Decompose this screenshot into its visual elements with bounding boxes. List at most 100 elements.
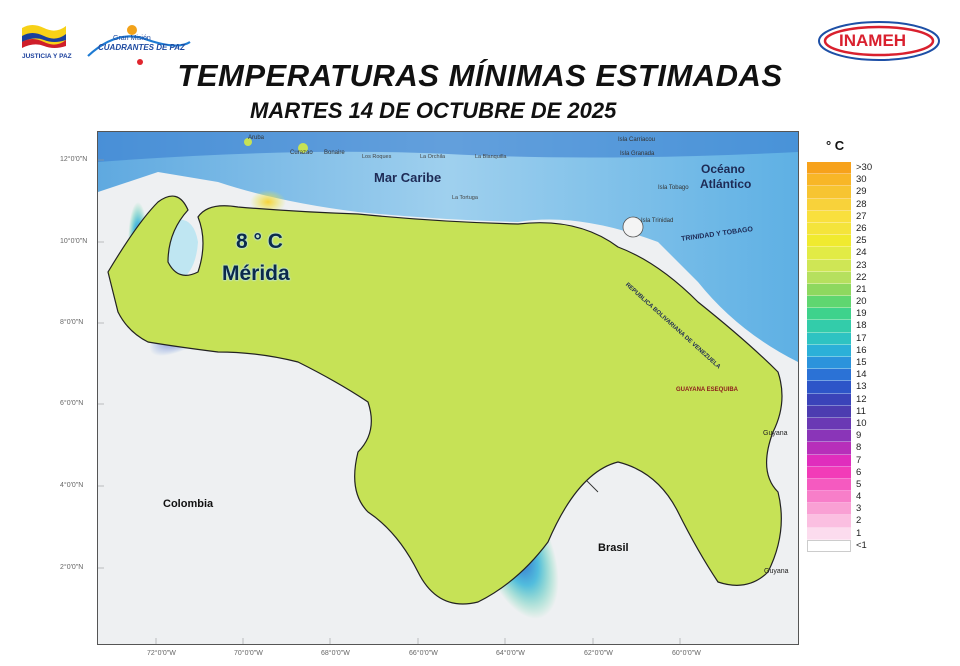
lon-label-60: 60°0'0"W xyxy=(672,650,701,657)
legend-swatch xyxy=(807,539,851,552)
label-la-tortuga: La Tortuga xyxy=(452,195,478,201)
legend-label: 19 xyxy=(856,308,867,320)
inameh-logo: INAMEH xyxy=(815,18,943,64)
label-atlantico: Atlántico xyxy=(700,177,752,191)
legend-swatch xyxy=(807,186,851,199)
legend-swatch xyxy=(807,332,851,345)
label-bonaire: Bonaire xyxy=(324,150,345,156)
legend-label: 24 xyxy=(856,247,867,259)
temperature-map: Mar Caribe Océano Atlántico Colombia Bra… xyxy=(97,131,799,645)
legend-swatch xyxy=(807,162,851,175)
legend-swatch xyxy=(807,296,851,309)
legend-swatch xyxy=(807,381,851,394)
lon-label-62: 62°0'0"W xyxy=(584,650,613,657)
lat-label-10: 10°0'0"N xyxy=(60,238,88,245)
legend-swatch xyxy=(807,222,851,236)
label-colombia: Colombia xyxy=(163,498,214,510)
legend-swatch xyxy=(807,271,851,284)
legend-label: 17 xyxy=(856,332,867,344)
flag-logo xyxy=(22,25,66,48)
highlight-temperature: 8 ° C xyxy=(236,230,283,253)
mission-line2: CUADRANTES DE PAZ xyxy=(98,43,185,52)
page-title: TEMPERATURAS MÍNIMAS ESTIMADAS xyxy=(177,58,783,93)
inameh-wordmark: INAMEH xyxy=(839,31,907,50)
lat-label-12: 12°0'0"N xyxy=(60,156,88,163)
label-brasil: Brasil xyxy=(598,542,629,554)
label-tobago: Isla Tobago xyxy=(658,185,689,191)
label-mar-caribe: Mar Caribe xyxy=(374,170,442,185)
legend-swatch xyxy=(807,466,851,479)
legend-label: 1 xyxy=(856,527,862,539)
legend-labels: >30 30 29 28 27 26 25 24 23 22 21 20 19 18 17 16 15 14 13 1… xyxy=(856,162,872,552)
justicia-paz-caption: JUSTICIA Y PAZ xyxy=(22,53,72,60)
legend-label: 10 xyxy=(856,417,867,429)
label-guyana-top: Guyana xyxy=(763,430,788,437)
legend-swatch xyxy=(807,515,851,528)
legend-swatch xyxy=(807,308,851,321)
lat-label-2: 2°0'0"N xyxy=(60,564,84,571)
legend-label: 30 xyxy=(856,174,867,186)
cuadrantes-logo xyxy=(87,25,191,65)
legend-label: 7 xyxy=(856,454,862,466)
legend-swatch xyxy=(807,357,851,370)
legend-label: 4 xyxy=(856,491,862,503)
legend-swatch xyxy=(807,527,851,540)
lon-label-64: 64°0'0"W xyxy=(496,650,525,657)
legend-swatch xyxy=(807,344,851,357)
legend-label: 15 xyxy=(856,357,867,368)
legend-swatch xyxy=(807,405,851,418)
legend-label: 18 xyxy=(856,320,867,332)
label-curazao: Curazao xyxy=(290,150,313,156)
legend-swatch xyxy=(807,417,851,431)
legend-swatch xyxy=(807,442,851,455)
legend-swatch xyxy=(807,393,851,406)
legend-swatch xyxy=(807,283,851,297)
legend-unit: ° C xyxy=(826,138,845,153)
legend-swatch xyxy=(807,210,851,223)
label-trinidad: Isla Trinidad xyxy=(641,218,674,224)
label-guyana-bottom: Guyana xyxy=(764,568,789,575)
legend-color-scale xyxy=(807,162,851,552)
legend-label: 14 xyxy=(856,369,867,381)
legend-label: 25 xyxy=(856,235,867,247)
legend-label: 20 xyxy=(856,296,867,308)
legend-swatch xyxy=(807,491,851,504)
legend-label: 12 xyxy=(856,393,867,405)
lon-label-68: 68°0'0"W xyxy=(321,650,350,657)
label-la-orchila: La Orchila xyxy=(420,154,446,160)
label-carriacou: Isla Carriacou xyxy=(618,137,656,143)
legend-swatch xyxy=(807,430,851,443)
legend-swatch xyxy=(807,259,851,272)
legend-label: 16 xyxy=(856,344,867,356)
legend-label: 5 xyxy=(856,478,862,490)
legend-swatch xyxy=(807,369,851,382)
legend-label: 28 xyxy=(856,198,867,210)
lon-label-72: 72°0'0"W xyxy=(147,650,176,657)
legend-label: 27 xyxy=(856,210,867,222)
highlight-place: Mérida xyxy=(222,262,290,285)
legend-label: 13 xyxy=(856,381,867,393)
mission-line1: Gran Misión xyxy=(113,35,151,42)
legend-swatch xyxy=(807,454,851,467)
sea-area xyxy=(98,132,798,362)
legend-label: 21 xyxy=(856,283,867,295)
legend-swatch xyxy=(807,198,851,211)
legend-label: 29 xyxy=(856,186,867,198)
legend-swatch xyxy=(807,320,851,333)
label-los-roques: Los Roques xyxy=(362,154,392,160)
legend-label: 2 xyxy=(856,515,862,527)
lon-label-66: 66°0'0"W xyxy=(409,650,438,657)
label-guayana-esequiba: GUAYANA ESEQUIBA xyxy=(676,387,739,393)
legend-label: 3 xyxy=(856,503,862,515)
lat-label-8: 8°0'0"N xyxy=(60,319,84,326)
legend-label: 22 xyxy=(856,271,867,283)
legend-label: 9 xyxy=(856,430,862,442)
legend-swatch xyxy=(807,235,851,248)
lon-label-70: 70°0'0"W xyxy=(234,650,263,657)
legend-swatch xyxy=(807,503,851,516)
label-aruba: Aruba xyxy=(248,135,265,141)
legend-label: 26 xyxy=(856,222,867,234)
legend-label: <1 xyxy=(856,539,867,551)
map-canvas xyxy=(98,132,798,644)
legend-label: 6 xyxy=(856,466,862,478)
